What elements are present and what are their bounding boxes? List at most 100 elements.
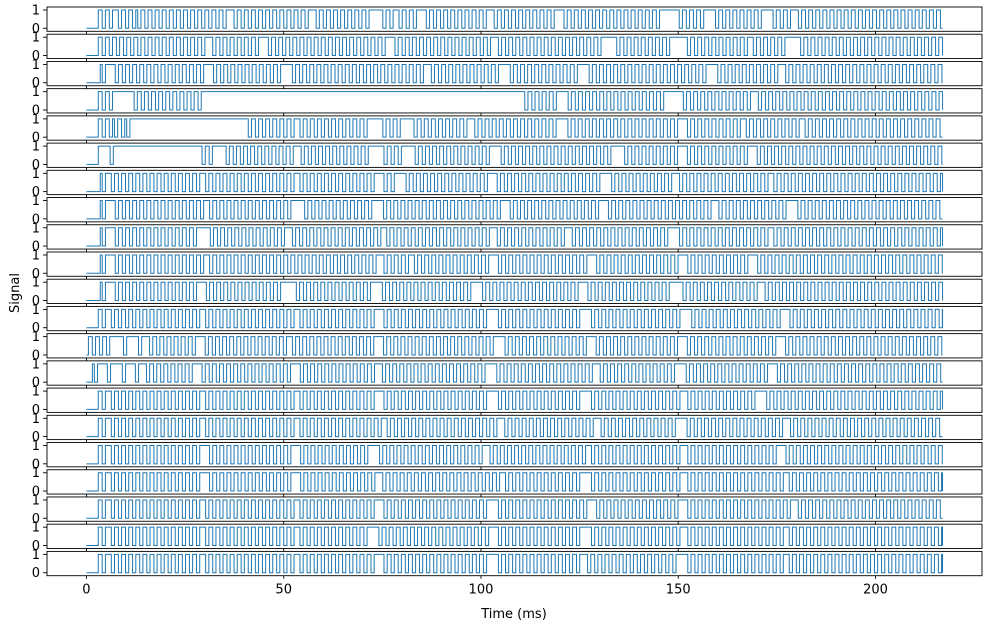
- signal-trace-16: [86, 417, 943, 438]
- panel-frame-10: [46, 251, 983, 277]
- signal-panels: 0101010101010101010101010101010101010101…: [32, 4, 983, 581]
- signal-trace-4: [86, 91, 944, 111]
- panel-frame-2: [46, 33, 983, 59]
- signal-trace-20: [86, 526, 944, 546]
- y-tick-label-6-1: 1: [32, 140, 40, 155]
- panel-frame-1: [46, 6, 983, 32]
- y-axis-label: Signal: [8, 273, 23, 313]
- y-tick-label-20-1: 1: [32, 521, 40, 536]
- signal-trace-15: [86, 390, 944, 410]
- y-tick-label-9-0: 0: [32, 240, 40, 255]
- y-tick-label-8-0: 0: [32, 212, 40, 227]
- signal-panel-4: 01: [32, 85, 983, 118]
- y-tick-label-10-0: 0: [32, 267, 40, 282]
- y-tick-label-4-1: 1: [32, 85, 40, 100]
- y-tick-label-7-0: 0: [32, 185, 40, 200]
- y-tick-label-1-0: 0: [32, 22, 40, 37]
- signal-panel-21: 01: [32, 548, 983, 581]
- signal-trace-3: [86, 63, 943, 84]
- y-tick-label-20-0: 0: [32, 539, 40, 554]
- panel-frame-4: [46, 88, 983, 114]
- y-tick-label-7-1: 1: [32, 167, 40, 182]
- signal-panel-19: 01: [32, 493, 983, 527]
- signal-panel-8: 01: [32, 194, 983, 227]
- y-tick-label-5-1: 1: [32, 112, 40, 127]
- y-tick-label-2-1: 1: [32, 31, 40, 46]
- panel-frame-15: [46, 387, 983, 413]
- signal-trace-1: [86, 9, 943, 29]
- y-tick-label-17-0: 0: [32, 457, 40, 472]
- y-tick-label-9-1: 1: [32, 221, 40, 236]
- y-tick-label-16-0: 0: [32, 430, 40, 445]
- panel-frame-5: [46, 115, 983, 141]
- signal-trace-19: [86, 499, 943, 519]
- signal-trace-8: [86, 200, 943, 220]
- x-tick-label-0: 0: [82, 583, 90, 598]
- signal-panel-10: 01: [32, 248, 983, 282]
- signal-trace-11: [86, 281, 944, 301]
- signal-trace-17: [86, 445, 943, 465]
- y-tick-label-18-1: 1: [32, 466, 40, 481]
- panel-frame-18: [46, 469, 983, 495]
- panel-frame-12: [46, 305, 983, 332]
- y-tick-label-3-0: 0: [32, 76, 40, 91]
- signal-panel-12: 01: [32, 303, 983, 336]
- y-tick-label-2-0: 0: [32, 49, 40, 64]
- signal-trace-13: [86, 336, 943, 356]
- signal-trace-10: [86, 254, 943, 274]
- y-tick-label-1-1: 1: [32, 4, 40, 19]
- y-tick-label-11-1: 1: [32, 276, 40, 291]
- y-tick-label-3-1: 1: [32, 58, 40, 73]
- signal-trace-21: [86, 553, 944, 574]
- signal-panel-1: 01: [32, 4, 983, 37]
- signal-trace-9: [86, 227, 944, 247]
- panel-frame-19: [46, 496, 983, 522]
- x-tick-label-200: 200: [863, 583, 888, 598]
- y-tick-label-11-0: 0: [32, 294, 40, 309]
- signal-panel-2: 01: [32, 31, 983, 64]
- signal-trace-5: [86, 118, 943, 138]
- y-tick-label-15-1: 1: [32, 385, 40, 400]
- signal-panel-6: 01: [32, 140, 983, 173]
- y-tick-label-16-1: 1: [32, 412, 40, 427]
- signal-panel-20: 01: [32, 521, 983, 554]
- panel-frame-3: [46, 60, 983, 87]
- x-tick-label-150: 150: [666, 583, 691, 598]
- signal-trace-2: [86, 36, 944, 57]
- panel-frame-11: [46, 278, 983, 304]
- panel-frame-14: [46, 360, 983, 386]
- signal-panel-11: 01: [32, 276, 983, 309]
- y-tick-label-19-0: 0: [32, 512, 40, 527]
- signal-panel-9: 01: [32, 221, 983, 255]
- x-axis: 0 50 100 150 200: [82, 583, 888, 598]
- panel-frame-17: [46, 442, 983, 468]
- signal-trace-6: [86, 145, 943, 165]
- panel-frame-16: [46, 414, 983, 441]
- signal-panel-15: 01: [32, 385, 983, 418]
- x-tick-label-50: 50: [275, 583, 292, 598]
- signal-trace-7: [86, 172, 944, 193]
- y-tick-label-14-0: 0: [32, 376, 40, 391]
- signal-panel-5: 01: [32, 112, 983, 146]
- panel-frame-20: [46, 523, 983, 549]
- panel-frame-7: [46, 169, 983, 196]
- signal-trace-14: [86, 363, 943, 383]
- signal-panel-13: 01: [32, 330, 983, 363]
- y-tick-label-5-0: 0: [32, 131, 40, 146]
- panel-frame-8: [46, 197, 983, 223]
- y-tick-label-14-1: 1: [32, 357, 40, 372]
- signal-panel-14: 01: [32, 357, 983, 391]
- y-tick-label-4-0: 0: [32, 103, 40, 118]
- y-tick-label-21-1: 1: [32, 548, 40, 563]
- x-axis-label: Time (ms): [480, 607, 547, 622]
- signal-trace-12: [86, 308, 944, 329]
- y-tick-label-21-0: 0: [32, 566, 40, 581]
- signal-trace-18: [86, 472, 944, 492]
- signal-panel-3: 01: [32, 58, 983, 91]
- signal-panel-17: 01: [32, 439, 983, 472]
- y-tick-label-19-1: 1: [32, 493, 40, 508]
- y-tick-label-15-0: 0: [32, 403, 40, 418]
- y-tick-label-12-0: 0: [32, 321, 40, 336]
